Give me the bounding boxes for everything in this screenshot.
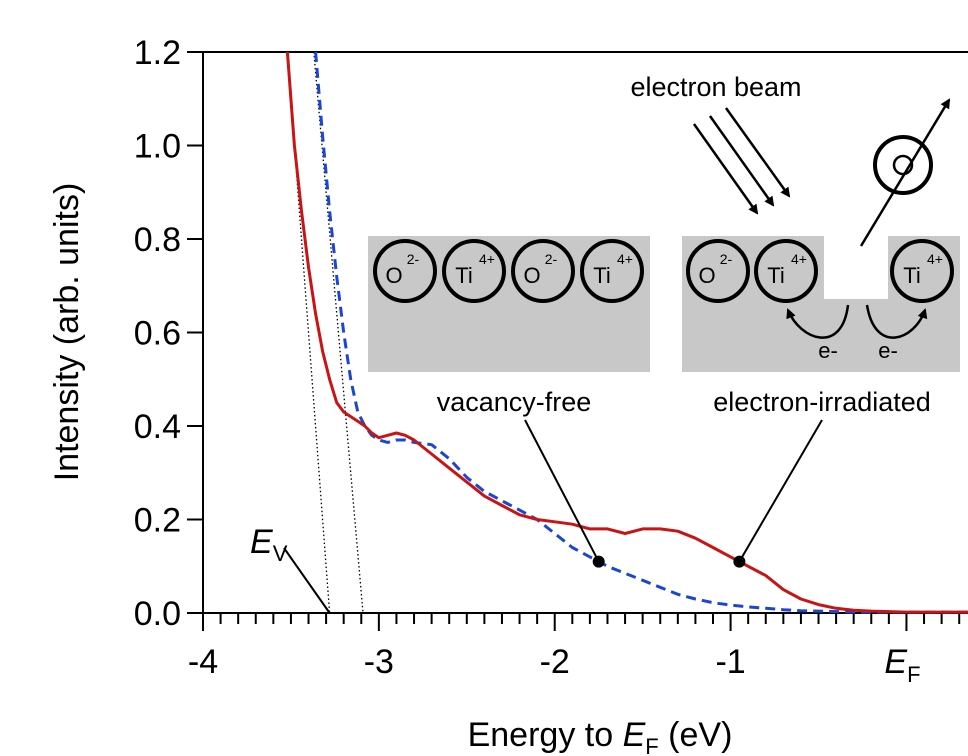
ion-ti-4: Ti 4+ bbox=[890, 239, 954, 303]
y-axis-title: Intensity (arb. units) bbox=[48, 183, 86, 482]
electron-irradiated-label: electron-irradiated bbox=[713, 387, 931, 417]
x-tick-label-0: -4 bbox=[188, 643, 218, 681]
ion-o-2-symbol: O bbox=[523, 263, 540, 288]
x-tick-label-2: -2 bbox=[540, 643, 570, 681]
ion-ti-1-charge: 4+ bbox=[479, 251, 495, 267]
electron-transfer-arrows bbox=[786, 304, 928, 339]
vacancy-free-block bbox=[368, 236, 650, 372]
series-electron-irradiated bbox=[285, 51, 968, 614]
ion-ti-2-charge: 4+ bbox=[617, 251, 633, 267]
ion-o-1: O 2- bbox=[373, 239, 437, 303]
y-tick-label-1: 0.2 bbox=[134, 502, 181, 540]
y-axis-ticks: 0.0 0.2 0.4 0.6 0.8 1.0 1.2 bbox=[134, 34, 203, 633]
inset-electron-irradiated: O 2- Ti 4+ Ti 4+ e- e- bbox=[682, 98, 960, 372]
ion-ti-1-symbol: Ti bbox=[455, 263, 473, 288]
ion-ti-2-symbol: Ti bbox=[593, 263, 611, 288]
ion-ti-1: Ti 4+ bbox=[442, 239, 506, 303]
electron-label-right: e- bbox=[878, 338, 898, 363]
guide-lines bbox=[286, 51, 364, 614]
ion-o-3-charge: 2- bbox=[720, 251, 733, 267]
ion-o-2: O 2- bbox=[511, 239, 575, 303]
x-axis-ticks: -4 -3 -2 -1 EF bbox=[188, 613, 961, 687]
series-layer bbox=[285, 51, 968, 614]
ejection-path-arrow bbox=[859, 98, 951, 247]
y-tick-label-2: 0.4 bbox=[134, 408, 181, 446]
ion-ti-4-symbol: Ti bbox=[903, 263, 921, 288]
ev-annotation: EV bbox=[250, 523, 331, 614]
ion-o-3-symbol: O bbox=[698, 263, 715, 288]
ion-ti-3-charge: 4+ bbox=[791, 251, 807, 267]
x-tick-label-4: EF bbox=[884, 643, 920, 687]
marker-dot-0 bbox=[592, 555, 605, 568]
y-tick-label-0: 0.0 bbox=[134, 595, 181, 633]
marker-pointer-1 bbox=[738, 419, 823, 563]
x-tick-label-3: -1 bbox=[715, 643, 745, 681]
ev-pointer-line bbox=[283, 547, 331, 614]
electron-label-left: e- bbox=[818, 338, 838, 363]
inset-vacancy-free: O 2- Ti 4+ O 2- Ti 4+ bbox=[368, 236, 650, 372]
ejected-oxygen bbox=[859, 98, 951, 247]
x-axis-title: Energy to EF (eV) bbox=[468, 716, 733, 756]
guide-line-1 bbox=[313, 51, 364, 614]
ion-o-1-symbol: O bbox=[385, 263, 402, 288]
y-tick-label-6: 1.2 bbox=[134, 34, 181, 72]
ion-o-2-charge: 2- bbox=[545, 251, 558, 267]
ion-ti-3-symbol: Ti bbox=[767, 263, 785, 288]
electron-beam-label: electron beam bbox=[630, 72, 801, 102]
ion-ti-4-charge: 4+ bbox=[927, 251, 943, 267]
ion-ti-2: Ti 4+ bbox=[580, 239, 644, 303]
y-tick-label-5: 1.0 bbox=[134, 128, 181, 166]
y-tick-label-4: 0.8 bbox=[134, 221, 181, 259]
ion-o-1-charge: 2- bbox=[407, 251, 420, 267]
marker-layer bbox=[524, 419, 823, 568]
ev-label: EV bbox=[250, 523, 288, 566]
ion-o-3: O 2- bbox=[686, 239, 750, 303]
vacancy-free-label: vacancy-free bbox=[437, 387, 592, 417]
y-tick-label-3: 0.6 bbox=[134, 315, 181, 353]
ion-ti-3: Ti 4+ bbox=[754, 239, 818, 303]
x-tick-label-1: -3 bbox=[364, 643, 394, 681]
marker-dot-1 bbox=[733, 555, 746, 568]
marker-pointer-0 bbox=[524, 419, 600, 563]
electron-beam-arrows bbox=[692, 107, 791, 215]
guide-line-0 bbox=[286, 51, 331, 614]
